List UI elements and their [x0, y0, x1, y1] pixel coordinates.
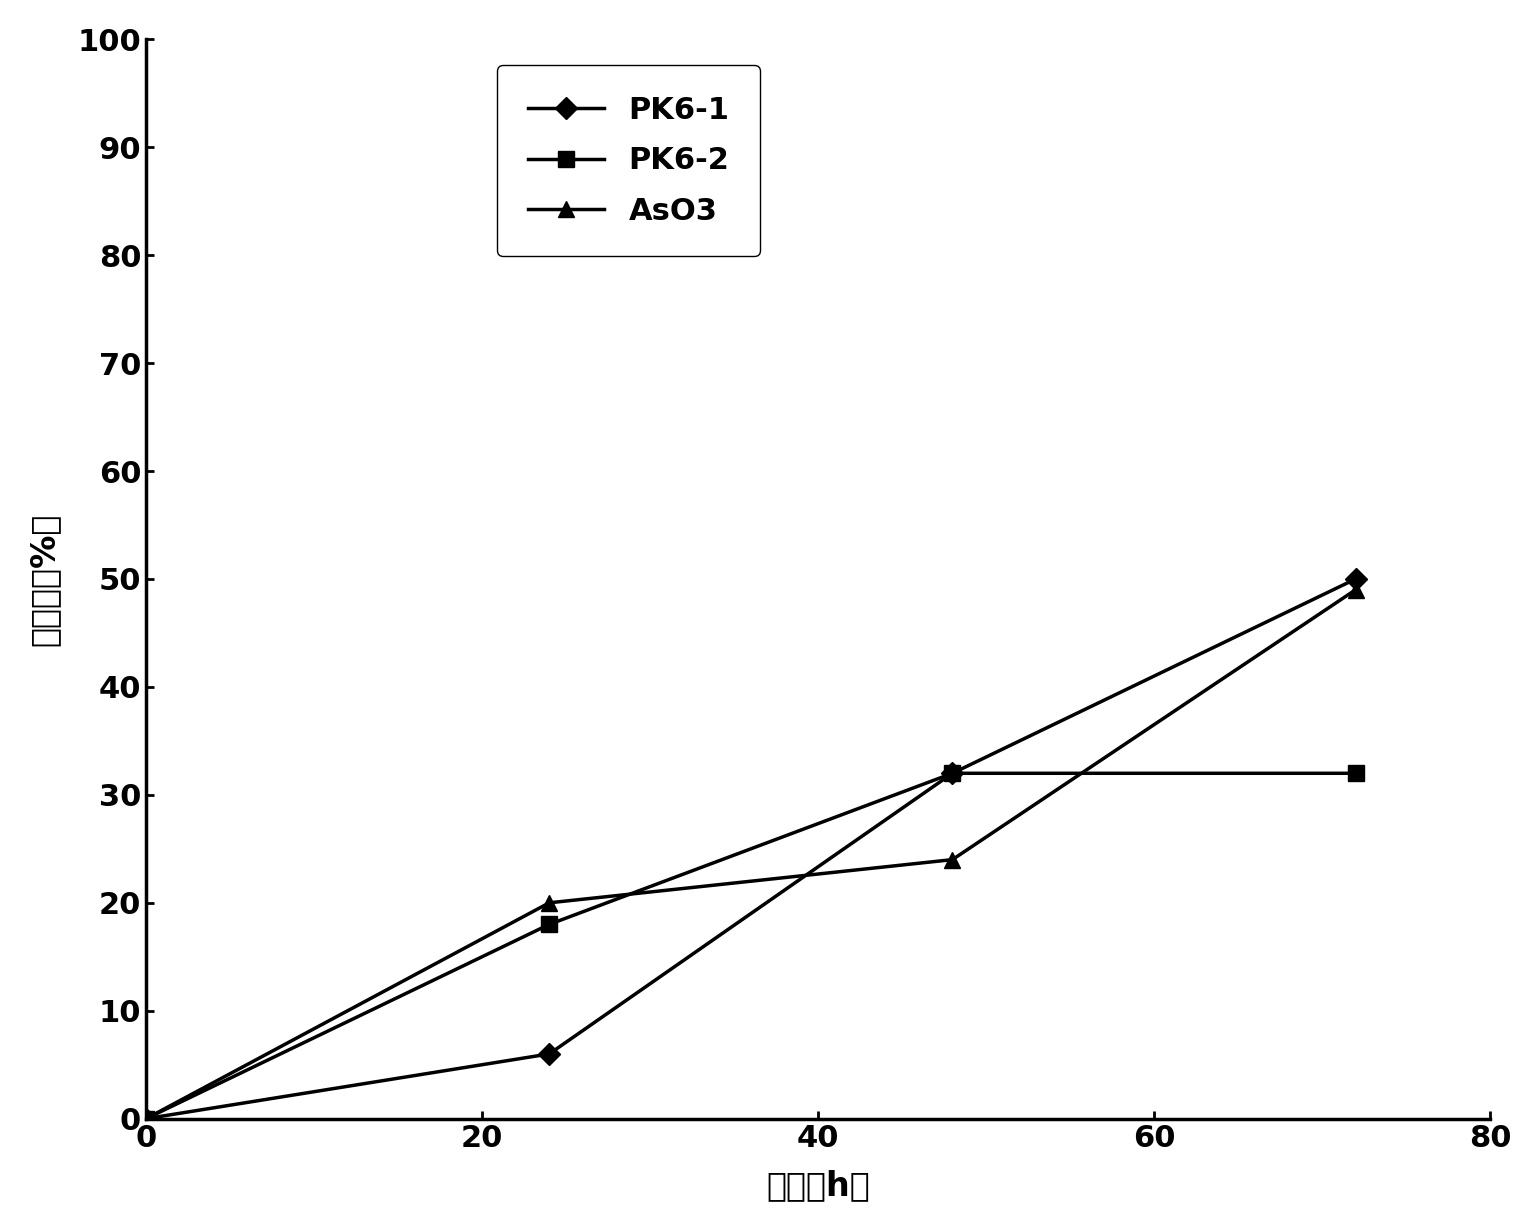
PK6-2: [137, 1112, 155, 1127]
PK6-1: [137, 1112, 155, 1127]
PK6-2: [943, 766, 962, 781]
AsO3: [1347, 582, 1365, 597]
AsO3: [943, 852, 962, 867]
Line: PK6-2: PK6-2: [139, 765, 1364, 1127]
PK6-1: [540, 1047, 559, 1061]
PK6-2: [540, 918, 559, 932]
AsO3: [540, 895, 559, 910]
Legend: PK6-1, PK6-2, AsO3: PK6-1, PK6-2, AsO3: [497, 65, 760, 256]
Y-axis label: 抑制率（%）: 抑制率（%）: [28, 513, 60, 646]
PK6-1: [943, 766, 962, 781]
AsO3: [137, 1112, 155, 1127]
X-axis label: 时间（h）: 时间（h）: [766, 1170, 870, 1202]
PK6-2: [1347, 766, 1365, 781]
PK6-1: [1347, 572, 1365, 587]
Line: AsO3: AsO3: [139, 582, 1364, 1127]
Line: PK6-1: PK6-1: [139, 572, 1364, 1127]
